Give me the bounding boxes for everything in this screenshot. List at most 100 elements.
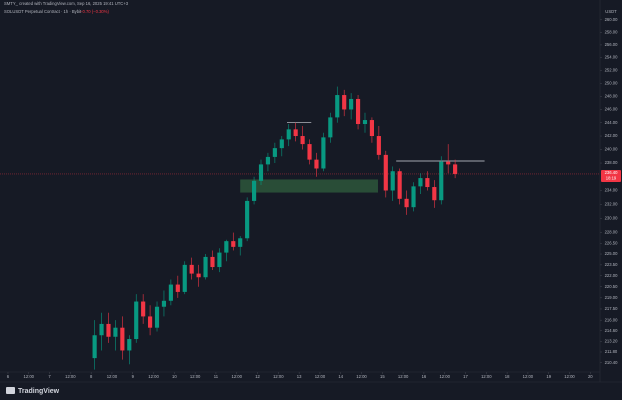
last-price-box: [601, 169, 621, 182]
candle-body: [99, 323, 104, 336]
candle-body: [168, 284, 173, 301]
countdown: 18:19: [606, 176, 617, 181]
y-tick-label: 216.00: [605, 317, 618, 322]
y-tick-label: 211.80: [605, 349, 618, 354]
candle-body: [390, 171, 395, 191]
candle-body: [307, 144, 312, 160]
candle-body: [92, 335, 97, 359]
x-tick-label: 17: [463, 374, 468, 379]
y-tick-label: 242.00: [605, 133, 618, 138]
candle-body: [369, 120, 375, 137]
x-tick-label: 12:00: [24, 374, 35, 379]
y-tick-label: 256.00: [605, 42, 618, 47]
x-tick-label: 7: [48, 374, 51, 379]
candle-body: [203, 256, 208, 278]
candle-body: [272, 148, 277, 157]
x-tick-label: 20: [588, 374, 593, 379]
y-tick-label: 234.00: [605, 188, 618, 193]
symbol: SOLUSDT Perpetual Contract · 1h · Bybit: [4, 9, 82, 14]
brand-logo: [6, 387, 15, 394]
candle-body: [355, 98, 361, 125]
y-tick-label: 217.50: [605, 306, 618, 311]
candle-body: [245, 200, 250, 239]
candle-body: [404, 198, 409, 208]
x-tick-label: 8: [90, 374, 93, 379]
candle-body: [453, 164, 458, 174]
candle-body: [328, 117, 333, 138]
x-tick-label: 13: [297, 374, 302, 379]
x-tick-label: 6: [7, 374, 10, 379]
candle-body: [127, 339, 132, 351]
y-tick-label: 226.50: [605, 240, 618, 245]
x-tick-label: 12:00: [273, 374, 284, 379]
author-line: SMTY_ created with TradingView.com, Sep …: [4, 1, 129, 6]
x-tick-label: 12:00: [564, 374, 575, 379]
x-tick-label: 19: [546, 374, 551, 379]
candle-body: [175, 284, 180, 292]
y-tick-label: 244.00: [605, 120, 618, 125]
y-tick-label: 254.00: [605, 55, 618, 60]
x-tick-label: 15: [380, 374, 385, 379]
x-tick-label: 12:00: [481, 374, 492, 379]
y-tick-label: 238.00: [605, 160, 618, 165]
candle-body: [154, 306, 160, 328]
x-tick-label: 9: [132, 374, 135, 379]
y-tick-label: 220.50: [605, 284, 618, 289]
y-tick-label: 223.50: [605, 262, 618, 267]
x-tick-label: 12:00: [523, 374, 534, 379]
y-tick-label: 230.00: [605, 216, 618, 221]
candle-body: [314, 159, 319, 169]
candle-body: [293, 129, 298, 137]
last-price-label: 236.40: [605, 170, 618, 175]
candle-body: [148, 316, 153, 328]
x-tick-label: 16: [422, 374, 427, 379]
candle-body: [189, 264, 194, 274]
y-tick-label: 219.00: [605, 295, 618, 300]
candle-body: [383, 154, 388, 191]
candle-body: [161, 300, 167, 307]
candle-body: [342, 95, 347, 110]
x-tick-label: 12:00: [356, 374, 367, 379]
candle-body: [251, 180, 257, 201]
candle-body: [258, 164, 264, 181]
y-tick-label: 258.00: [605, 29, 618, 34]
y-tick-label: 214.60: [605, 328, 618, 333]
brand: TradingView: [18, 388, 60, 395]
candle-body: [120, 327, 125, 351]
x-tick-label: 11: [214, 374, 219, 379]
change: −0.70 (−0.30%): [80, 9, 109, 14]
candle-body: [106, 323, 111, 337]
y-tick-label: 228.00: [605, 230, 618, 235]
y-tick-label: 252.00: [605, 68, 618, 73]
candle-body: [182, 264, 187, 292]
y-tick-label: 210.40: [605, 360, 618, 365]
candle-body: [335, 95, 340, 118]
x-tick-label: 12:00: [65, 374, 76, 379]
candle-body: [279, 139, 284, 149]
y-tick-label: 222.00: [605, 273, 618, 278]
x-tick-label: 12:00: [439, 374, 450, 379]
y-tick-label: 225.00: [605, 251, 618, 256]
candle-body: [411, 186, 416, 208]
candle-body: [446, 161, 451, 165]
x-tick-label: 18: [505, 374, 510, 379]
x-tick-label: 12:00: [190, 374, 201, 379]
candle-body: [224, 241, 229, 253]
y-tick-label: 260.00: [605, 17, 618, 22]
candle-body: [231, 241, 236, 247]
candle-body: [418, 178, 423, 187]
x-tick-label: 10: [172, 374, 177, 379]
candle-body: [134, 301, 139, 340]
x-tick-label: 12:00: [148, 374, 159, 379]
candle-body: [141, 301, 146, 317]
y-tick-label: 213.20: [605, 338, 618, 343]
y-tick-label: 240.00: [605, 147, 618, 152]
x-tick-label: 12:00: [231, 374, 242, 379]
x-tick-label: 14: [338, 374, 343, 379]
candle-body: [217, 252, 222, 268]
y-tick-label: 248.00: [605, 93, 618, 98]
candle-body: [321, 137, 326, 169]
